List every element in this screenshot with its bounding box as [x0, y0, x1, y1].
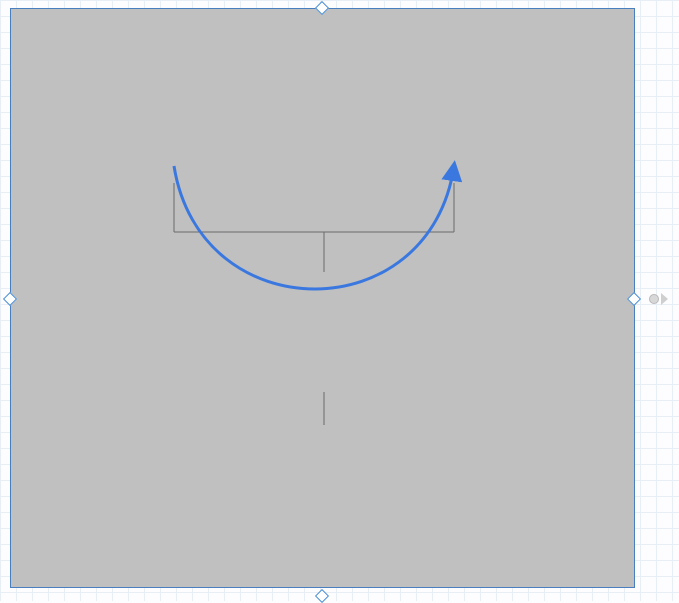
- side-expand-icon[interactable]: [661, 293, 668, 305]
- side-handle-icon[interactable]: [649, 294, 659, 304]
- diagram-canvas[interactable]: [10, 8, 635, 588]
